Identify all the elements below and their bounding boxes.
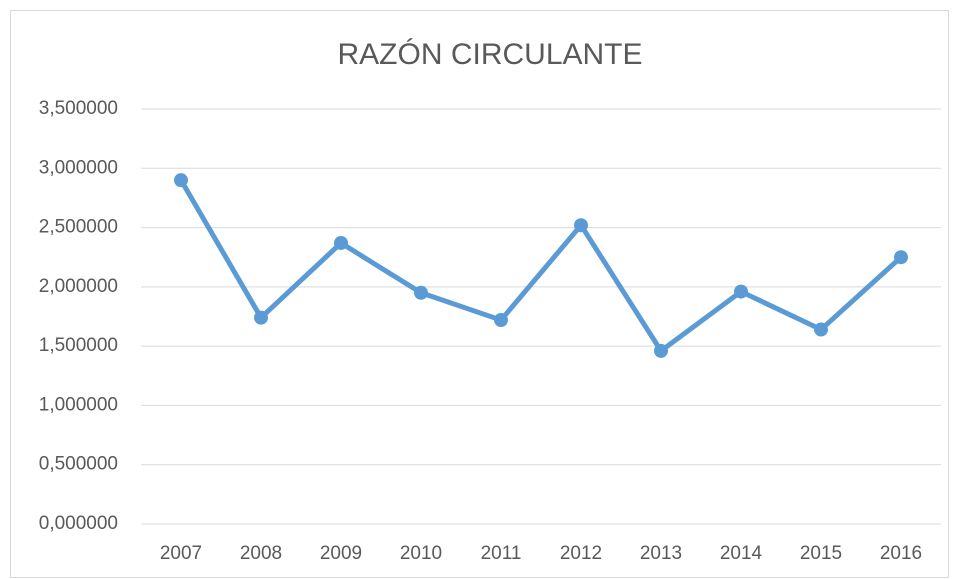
x-tick-label: 2011 [481, 543, 522, 564]
x-tick-label: 2009 [320, 543, 362, 564]
marker [574, 218, 588, 233]
y-tick-label: 1,000000 [39, 394, 118, 415]
chart-frame [10, 10, 949, 578]
marker [254, 310, 268, 325]
marker [654, 343, 668, 358]
y-tick-label: 0,000000 [39, 513, 118, 534]
y-tick-label: 2,000000 [39, 276, 118, 297]
marker [414, 285, 428, 300]
y-tick-label: 2,500000 [39, 217, 118, 238]
marker [814, 322, 828, 337]
x-tick-label: 2016 [880, 543, 922, 564]
x-tick-label: 2008 [240, 543, 282, 564]
x-tick-label: 2013 [640, 543, 682, 564]
marker [174, 173, 188, 188]
x-tick-label: 2014 [720, 543, 763, 564]
marker [894, 250, 908, 265]
x-tick-label: 2015 [800, 543, 842, 564]
marker [734, 284, 748, 299]
y-tick-label: 0,500000 [39, 454, 118, 475]
y-tick-label: 3,000000 [39, 157, 118, 178]
chart-title: RAZÓN CIRCULANTE [337, 38, 642, 71]
marker [334, 235, 348, 250]
line [178, 177, 904, 354]
x-tick-label: 2007 [160, 543, 202, 564]
x-tick-label: 2012 [560, 543, 602, 564]
y-tick-label: 1,500000 [39, 335, 118, 356]
x-tick-label: 2010 [400, 543, 442, 564]
y-tick-label: 3,500000 [39, 98, 118, 119]
marker [494, 313, 508, 328]
